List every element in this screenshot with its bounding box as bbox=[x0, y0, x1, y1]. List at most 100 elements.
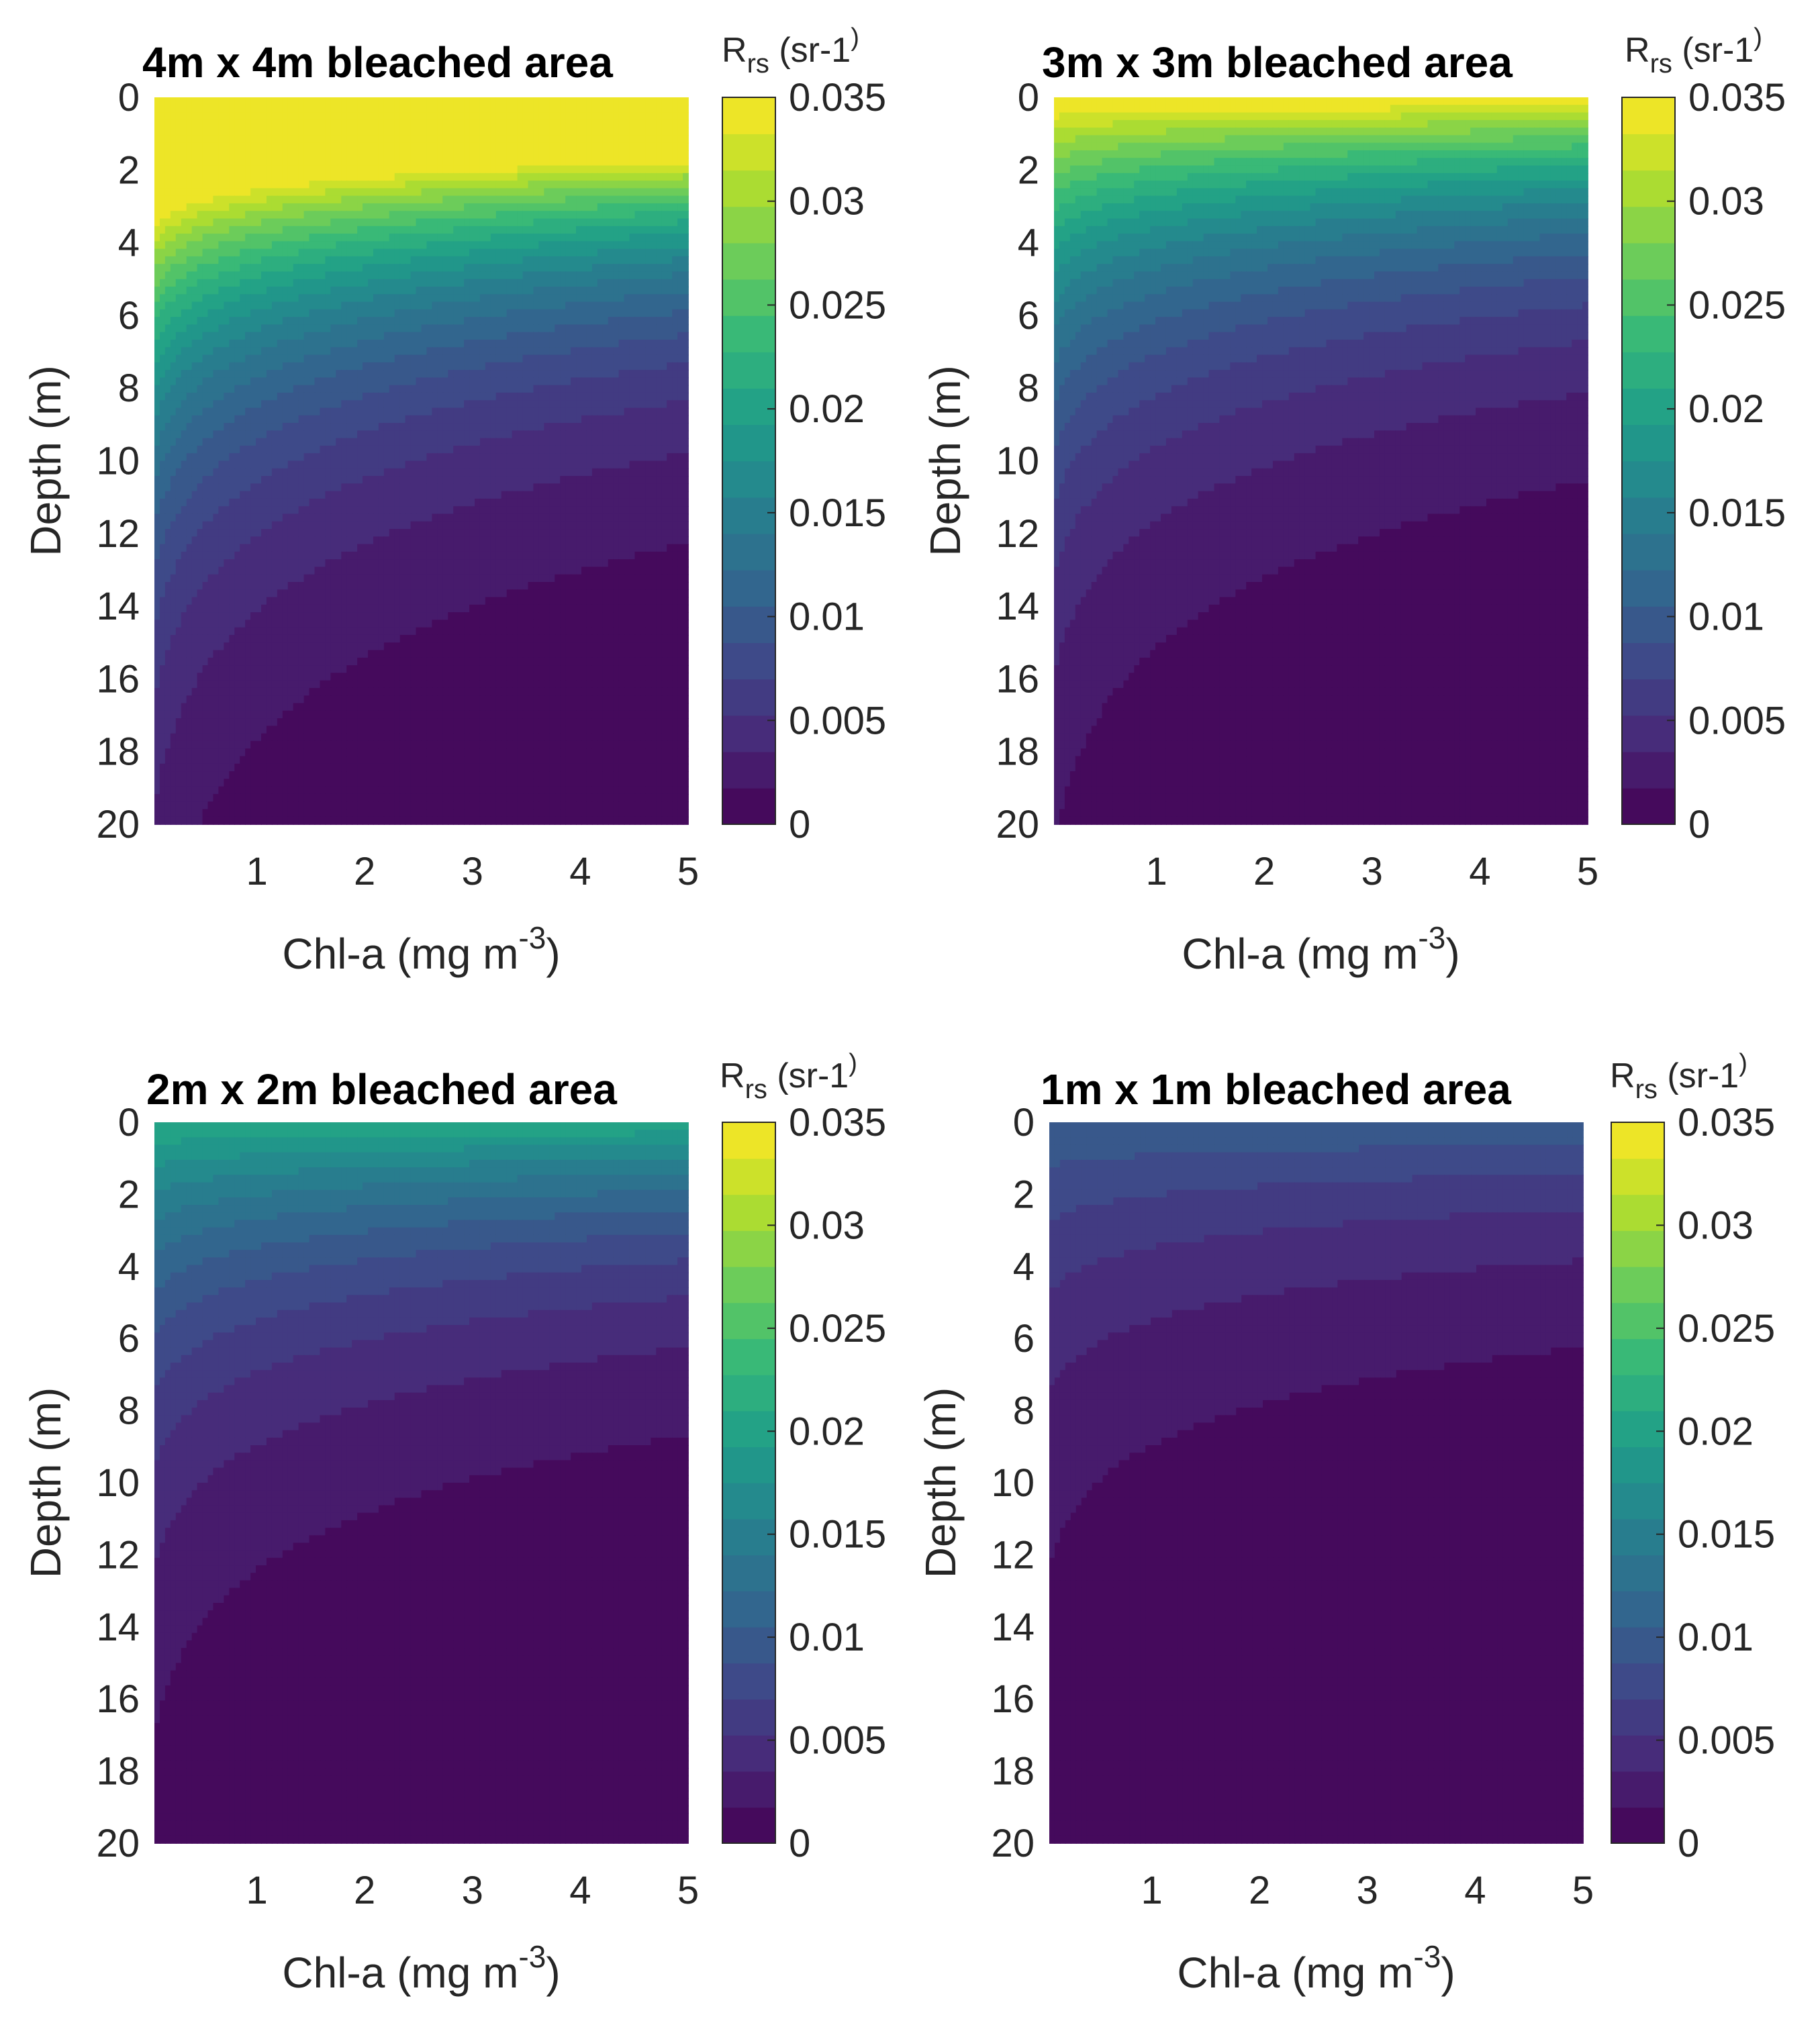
heatmap-cell bbox=[549, 120, 555, 128]
heatmap-cell bbox=[448, 415, 454, 424]
heatmap-cell bbox=[309, 461, 316, 469]
heatmap-cell bbox=[667, 105, 673, 113]
heatmap-cell bbox=[464, 105, 470, 113]
heatmap-cell bbox=[395, 120, 401, 128]
heatmap-cell bbox=[459, 271, 465, 279]
heatmap-cell bbox=[405, 355, 412, 363]
heatmap-cell bbox=[592, 355, 598, 363]
heatmap-cell bbox=[384, 249, 390, 257]
heatmap-cell bbox=[518, 135, 524, 143]
heatmap-cell bbox=[667, 385, 673, 393]
heatmap-cell bbox=[624, 362, 630, 371]
heatmap-cell bbox=[304, 97, 310, 105]
heatmap-cell bbox=[368, 438, 374, 446]
heatmap-cell bbox=[624, 234, 630, 242]
heatmap-cell bbox=[592, 362, 598, 371]
heatmap-cell bbox=[453, 120, 459, 128]
heatmap-cell bbox=[549, 370, 555, 378]
heatmap-cell bbox=[672, 264, 678, 272]
heatmap-cell bbox=[304, 377, 310, 385]
heatmap-cell bbox=[597, 120, 604, 128]
heatmap-cell bbox=[405, 294, 412, 302]
heatmap-cell bbox=[422, 446, 428, 454]
heatmap-cell bbox=[213, 105, 219, 113]
heatmap-cell bbox=[203, 241, 209, 249]
heatmap-cell bbox=[528, 332, 534, 340]
heatmap-cell bbox=[656, 469, 662, 477]
heatmap-cell bbox=[368, 362, 374, 371]
heatmap-cell bbox=[389, 271, 395, 279]
heatmap-cell bbox=[165, 135, 171, 143]
heatmap-cell bbox=[512, 309, 518, 317]
heatmap-cell bbox=[475, 97, 481, 105]
heatmap-cell bbox=[250, 234, 256, 242]
heatmap-cell bbox=[448, 143, 454, 151]
heatmap-cell bbox=[485, 453, 491, 461]
heatmap-cell bbox=[229, 446, 235, 454]
heatmap-cell bbox=[389, 340, 395, 348]
heatmap-cell bbox=[683, 120, 689, 128]
heatmap-cell bbox=[640, 294, 646, 302]
heatmap-cell bbox=[576, 264, 582, 272]
heatmap-cell bbox=[203, 340, 209, 348]
heatmap-cell bbox=[437, 113, 443, 121]
heatmap-cell bbox=[645, 393, 651, 401]
heatmap-cell bbox=[507, 453, 513, 461]
heatmap-cell bbox=[176, 166, 182, 174]
heatmap-cell bbox=[288, 135, 294, 143]
heatmap-cell bbox=[384, 158, 390, 166]
heatmap-cell bbox=[544, 370, 550, 378]
heatmap-cell bbox=[538, 332, 544, 340]
heatmap-cell bbox=[459, 143, 465, 151]
heatmap-cell bbox=[491, 271, 497, 279]
heatmap-cell bbox=[507, 332, 513, 340]
heatmap-cell bbox=[352, 332, 358, 340]
heatmap-cell bbox=[395, 362, 401, 371]
heatmap-cell bbox=[245, 256, 251, 264]
heatmap-cell bbox=[203, 166, 209, 174]
heatmap-cell bbox=[544, 408, 550, 416]
heatmap-cell bbox=[426, 226, 432, 234]
heatmap-cell bbox=[256, 362, 262, 371]
heatmap-cell bbox=[315, 370, 321, 378]
heatmap-cell bbox=[341, 324, 347, 332]
heatmap-cell bbox=[464, 135, 470, 143]
heatmap-cell bbox=[192, 340, 198, 348]
heatmap-cell bbox=[480, 249, 486, 257]
heatmap-cell bbox=[368, 453, 374, 461]
heatmap-cell bbox=[218, 150, 224, 158]
heatmap-cell bbox=[160, 203, 166, 211]
heatmap-cell bbox=[656, 211, 662, 219]
heatmap-cell bbox=[528, 347, 534, 355]
heatmap-cell bbox=[261, 196, 267, 204]
heatmap-cell bbox=[315, 196, 321, 204]
heatmap-cell bbox=[614, 249, 620, 257]
heatmap-cell bbox=[560, 128, 566, 136]
heatmap-cell bbox=[309, 347, 316, 355]
heatmap-cell bbox=[480, 362, 486, 371]
heatmap-cell bbox=[581, 143, 587, 151]
heatmap-cell bbox=[683, 400, 689, 408]
heatmap-cell bbox=[528, 287, 534, 295]
heatmap-cell bbox=[576, 256, 582, 264]
heatmap-cell bbox=[373, 355, 379, 363]
heatmap-cell bbox=[165, 415, 171, 424]
heatmap-cell bbox=[315, 385, 321, 393]
heatmap-cell bbox=[608, 188, 614, 196]
heatmap-cell bbox=[571, 143, 577, 151]
heatmap-cell bbox=[346, 143, 352, 151]
heatmap-cell bbox=[416, 158, 422, 166]
heatmap-cell bbox=[160, 249, 166, 257]
heatmap-cell bbox=[672, 317, 678, 325]
heatmap-cell bbox=[357, 188, 363, 196]
heatmap-cell bbox=[538, 302, 544, 310]
heatmap-cell bbox=[496, 423, 502, 431]
heatmap-cell bbox=[224, 355, 230, 363]
heatmap-cell bbox=[608, 279, 614, 287]
heatmap-cell bbox=[571, 453, 577, 461]
heatmap-cell bbox=[218, 271, 224, 279]
heatmap-cell bbox=[592, 196, 598, 204]
heatmap-cell bbox=[229, 469, 235, 477]
heatmap-cell bbox=[165, 203, 171, 211]
heatmap-cell bbox=[523, 166, 529, 174]
